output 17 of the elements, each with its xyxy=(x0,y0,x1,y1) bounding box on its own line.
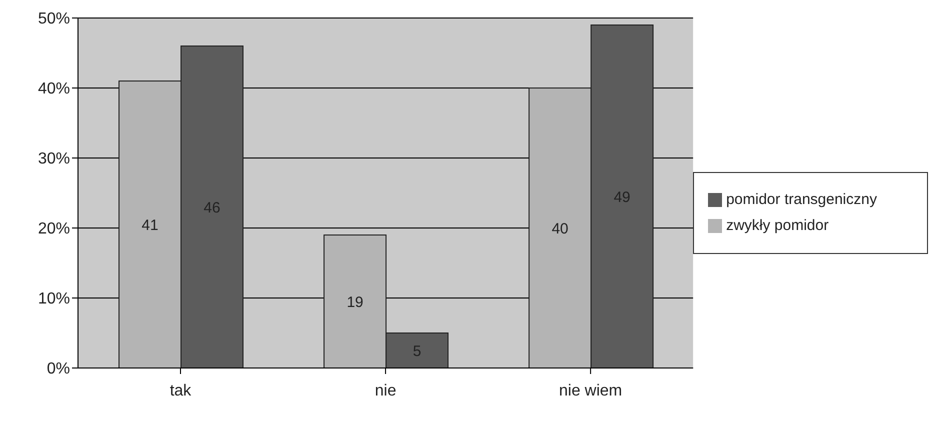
data-label: 49 xyxy=(614,188,630,206)
legend-label: zwykły pomidor xyxy=(726,217,829,234)
y-tick-label: 20% xyxy=(38,220,70,238)
y-tick-label: 0% xyxy=(46,360,70,378)
y-tick-label: 10% xyxy=(38,290,70,308)
y-tick-label: 40% xyxy=(38,80,70,98)
y-tick-label: 30% xyxy=(38,150,70,168)
x-tick-label: tak xyxy=(170,382,192,400)
x-tick-label: nie xyxy=(374,382,396,400)
legend-label: pomidor transgeniczny xyxy=(726,191,877,208)
y-tick-label: 50% xyxy=(38,10,70,28)
data-label: 5 xyxy=(412,342,422,360)
data-label: 19 xyxy=(346,294,364,311)
data-label: 41 xyxy=(142,216,158,234)
data-label: 40 xyxy=(552,220,568,238)
x-tick-label: nie wiem xyxy=(558,382,622,400)
data-label: 46 xyxy=(204,199,220,216)
